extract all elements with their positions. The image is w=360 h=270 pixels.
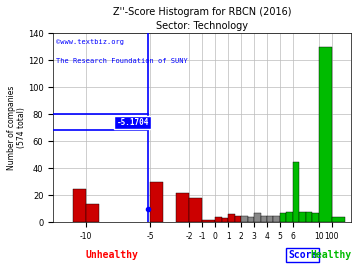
Bar xyxy=(319,47,332,222)
Bar xyxy=(150,182,163,222)
Bar xyxy=(248,217,254,222)
Bar xyxy=(261,216,267,222)
Text: Unhealthy: Unhealthy xyxy=(85,249,138,260)
Bar xyxy=(267,216,274,222)
Bar xyxy=(280,213,287,222)
Bar xyxy=(300,212,306,222)
Bar xyxy=(202,220,215,222)
Bar xyxy=(293,161,300,222)
Bar xyxy=(254,213,261,222)
Bar xyxy=(228,214,235,222)
Title: Z''-Score Histogram for RBCN (2016)
Sector: Technology: Z''-Score Histogram for RBCN (2016) Sect… xyxy=(113,7,292,31)
Bar xyxy=(241,216,248,222)
Bar xyxy=(222,218,228,222)
Y-axis label: Number of companies
(574 total): Number of companies (574 total) xyxy=(7,86,26,170)
Text: Score: Score xyxy=(288,249,317,260)
Bar xyxy=(332,217,345,222)
Bar xyxy=(312,213,319,222)
Bar xyxy=(176,193,189,222)
Bar xyxy=(73,189,86,222)
Text: The Research Foundation of SUNY: The Research Foundation of SUNY xyxy=(56,58,188,64)
Text: Healthy: Healthy xyxy=(311,249,352,260)
Bar xyxy=(235,216,241,222)
Bar xyxy=(189,198,202,222)
Text: -5.1704: -5.1704 xyxy=(116,118,149,127)
Text: ©www.textbiz.org: ©www.textbiz.org xyxy=(56,39,124,45)
Bar xyxy=(86,204,99,222)
Bar xyxy=(274,216,280,222)
Bar xyxy=(287,212,293,222)
Bar xyxy=(215,217,222,222)
Bar xyxy=(306,212,312,222)
